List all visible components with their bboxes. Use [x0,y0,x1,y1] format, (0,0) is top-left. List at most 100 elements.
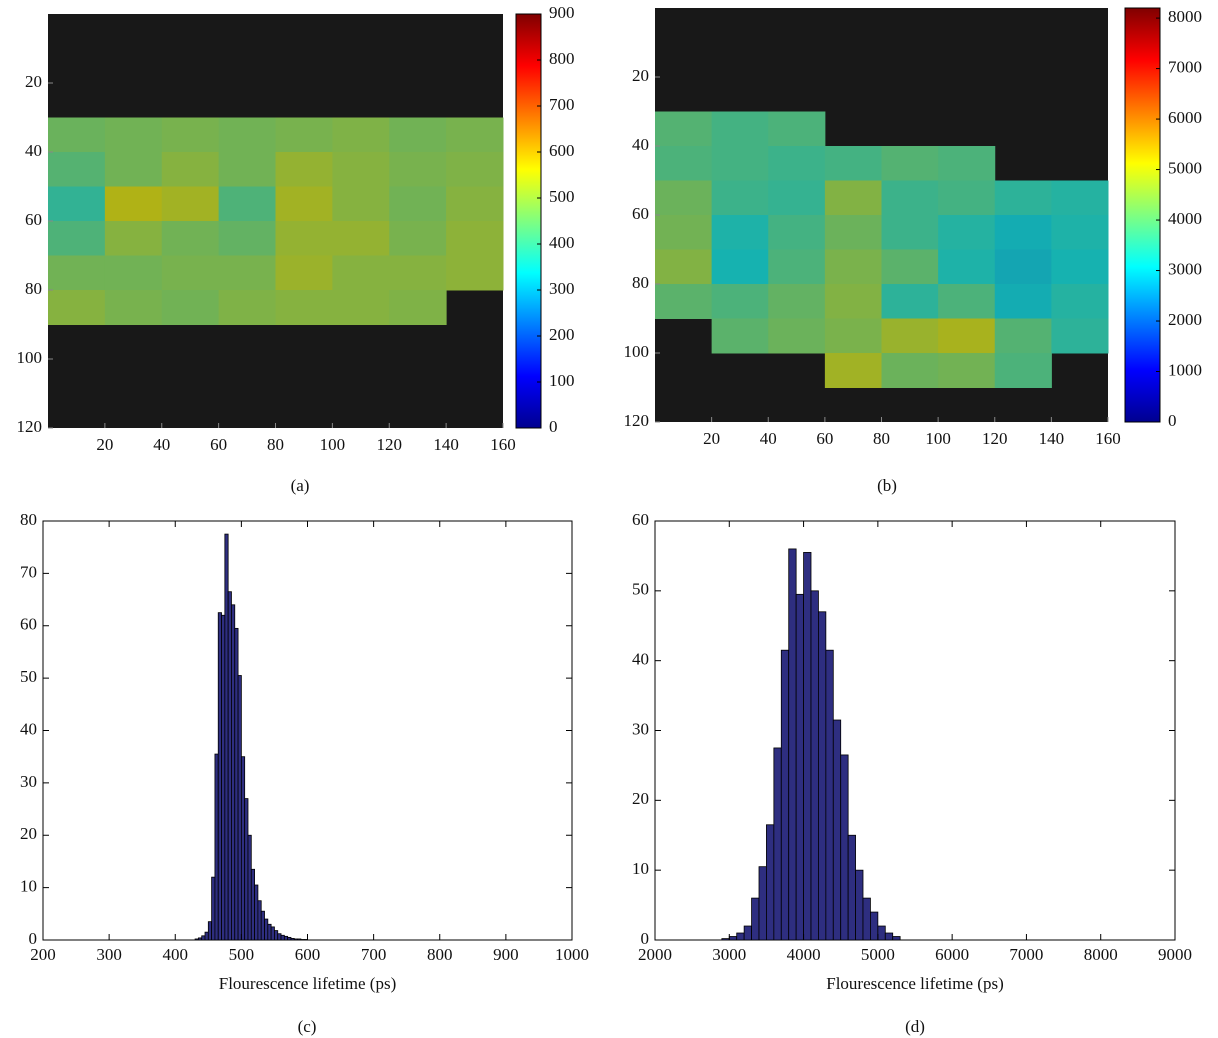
heatmap-cell [824,318,882,354]
y-tick-label: 50 [20,667,37,686]
histogram-bar [194,938,199,941]
heatmap-cell [881,249,939,285]
histogram-bar [728,936,738,941]
x-tick-label: 9000 [1158,945,1192,964]
heatmap-cell [389,117,447,153]
histogram-bar [254,884,259,941]
heatmap-cell [655,215,713,250]
histogram-bar [197,937,203,941]
heatmap-cell [881,180,939,216]
heatmap-cell [881,215,939,250]
heatmap-cell [218,152,276,187]
colorbar-tick-label: 1000 [1168,360,1202,379]
heatmap-cell [48,255,106,291]
heatmap-cell [332,117,390,153]
y-tick-label: 30 [632,719,649,738]
y-tick-label: 20 [25,72,42,91]
heatmap-cell [655,146,713,181]
heatmap-cell [218,221,276,256]
histogram-bar [247,834,252,941]
histogram-bar [207,921,213,941]
heatmap-cell [768,111,826,147]
heatmap-cell [768,318,826,354]
histogram-bar [877,925,886,941]
colorbar-tick-label: 700 [549,95,575,114]
heatmap-cell [218,255,276,291]
heatmap-cell [104,255,163,291]
heatmap-cell [994,353,1052,388]
heatmap-cell [994,249,1052,285]
heatmap-cell [938,180,996,216]
panel-caption: (a) [291,476,310,495]
histogram-bar [795,593,804,941]
heatmap-cell [768,180,826,216]
histogram-bar [270,926,275,941]
histogram-bar [884,932,894,941]
x-tick-label: 120 [377,435,403,454]
heatmap-cell [938,318,996,354]
x-tick-label: 60 [210,435,227,454]
heatmap-cell [655,111,713,147]
y-tick-label: 0 [29,929,38,948]
histogram-bar [287,936,292,941]
x-tick-label: 160 [1095,429,1121,448]
x-tick-label: 500 [229,945,255,964]
x-tick-label: 8000 [1084,945,1118,964]
y-tick-label: 120 [17,417,43,436]
histogram-bar [847,834,856,941]
heatmap-cell [332,221,390,256]
heatmap-cell [711,111,769,147]
y-tick-label: 100 [624,342,650,361]
histogram-bar [237,675,242,941]
colorbar-tick-label: 5000 [1168,158,1202,177]
heatmap-cell [48,117,106,153]
histogram-bar [283,935,289,941]
y-tick-label: 60 [632,510,649,529]
y-tick-label: 70 [20,562,37,581]
histogram-bar [280,934,285,941]
x-tick-label: 900 [493,945,519,964]
heatmap-cell [655,284,713,319]
panel-caption: (b) [877,476,897,495]
heatmap-cell [711,284,769,319]
colorbar-tick-label: 600 [549,141,575,160]
histogram-bar [267,923,272,941]
colorbar-tick-label: 0 [1168,411,1177,430]
histogram-bar [214,753,219,941]
y-tick-label: 40 [25,141,42,160]
colorbar-tick-label: 3000 [1168,259,1202,278]
histogram-bar [264,918,269,941]
histogram-bar [221,614,226,941]
x-tick-label: 140 [433,435,459,454]
x-axis-label: Flourescence lifetime (ps) [826,974,1004,993]
heatmap-cell [218,186,276,222]
heatmap-cell [389,152,447,187]
heatmap-cell [332,255,390,291]
histogram-bar [855,869,864,941]
colorbar-tick-label: 200 [549,325,575,344]
histogram-bar [231,604,236,941]
x-tick-label: 5000 [861,945,895,964]
histogram-bar [217,612,222,941]
colorbar-tick-label: 900 [549,3,575,22]
heatmap-cell [1051,180,1109,216]
histogram-bar [297,938,302,941]
heatmap-cell [711,318,769,354]
x-tick-label: 800 [427,945,453,964]
panel-caption: (c) [298,1017,317,1036]
x-tick-label: 6000 [935,945,969,964]
histogram-bar [892,936,901,941]
heatmap-cell [104,117,163,153]
heatmap-cell [711,180,769,216]
heatmap-cell [768,215,826,250]
heatmap-cell [389,255,447,291]
histogram-bar [260,910,265,941]
heatmap-cell [161,290,220,325]
x-tick-label: 2000 [638,945,672,964]
heatmap-cell [48,152,106,187]
histogram-bar [277,933,282,941]
histogram-bar [780,649,790,941]
heatmap-cell [1051,318,1109,354]
plot-area [42,520,573,941]
x-tick-label: 400 [163,945,189,964]
